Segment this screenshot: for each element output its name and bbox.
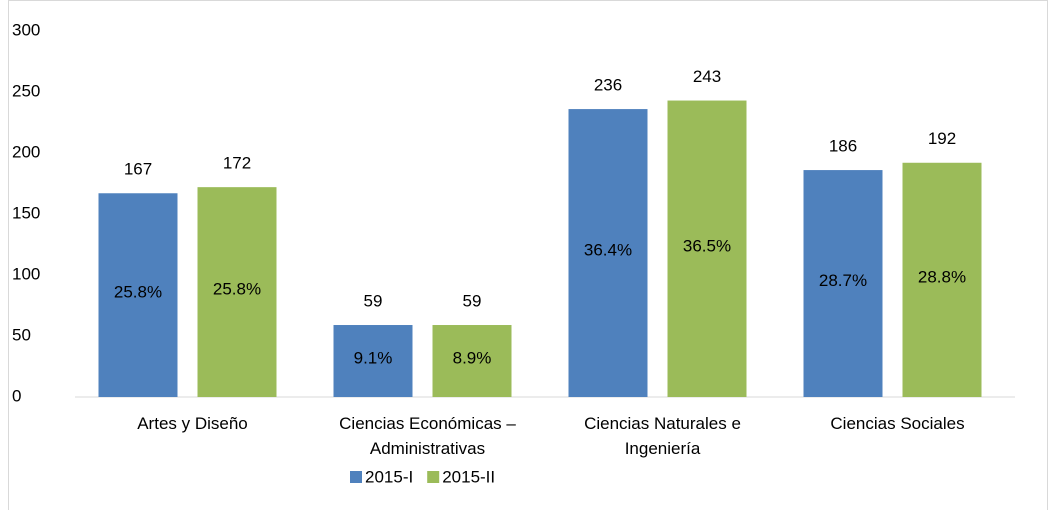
percent-label: 36.4% <box>584 241 632 260</box>
bar <box>333 325 413 397</box>
x-tick-label: Artes y Diseño <box>137 414 248 433</box>
y-tick-label: 300 <box>12 20 40 39</box>
bar <box>568 109 648 397</box>
value-label: 59 <box>463 292 482 311</box>
y-tick-label: 100 <box>12 264 40 283</box>
y-tick-label: 50 <box>12 325 31 344</box>
legend-label: 2015-I <box>365 467 413 486</box>
value-label: 59 <box>364 292 383 311</box>
bar <box>197 187 277 397</box>
y-tick-label: 200 <box>12 142 40 161</box>
value-label: 172 <box>223 154 251 173</box>
x-tick-label: Ciencias Económicas – Administrativas <box>339 414 516 458</box>
value-label: 236 <box>594 76 622 95</box>
legend-swatch <box>350 471 362 483</box>
bar <box>432 325 512 397</box>
value-label: 243 <box>693 67 721 86</box>
x-tick-label: Ciencias Naturales e Ingeniería <box>584 414 741 458</box>
bar <box>667 100 747 397</box>
bar <box>98 193 178 397</box>
value-label: 186 <box>829 137 857 156</box>
value-label: 167 <box>124 160 152 179</box>
percent-label: 25.8% <box>114 283 162 302</box>
percent-label: 25.8% <box>213 280 261 299</box>
legend-label: 2015-II <box>442 467 495 486</box>
percent-label: 8.9% <box>453 348 492 367</box>
x-tick-label: Ciencias Sociales <box>830 414 965 433</box>
value-label: 192 <box>928 129 956 148</box>
legend-swatch <box>427 471 440 483</box>
y-tick-label: 150 <box>12 203 40 222</box>
percent-label: 28.8% <box>918 267 966 286</box>
bar <box>803 170 883 397</box>
percent-label: 28.7% <box>819 271 867 290</box>
percent-label: 9.1% <box>354 348 393 367</box>
percent-label: 36.5% <box>683 236 731 255</box>
bar <box>902 162 982 397</box>
y-tick-label: 0 <box>12 386 21 405</box>
y-tick-label: 250 <box>12 81 40 100</box>
